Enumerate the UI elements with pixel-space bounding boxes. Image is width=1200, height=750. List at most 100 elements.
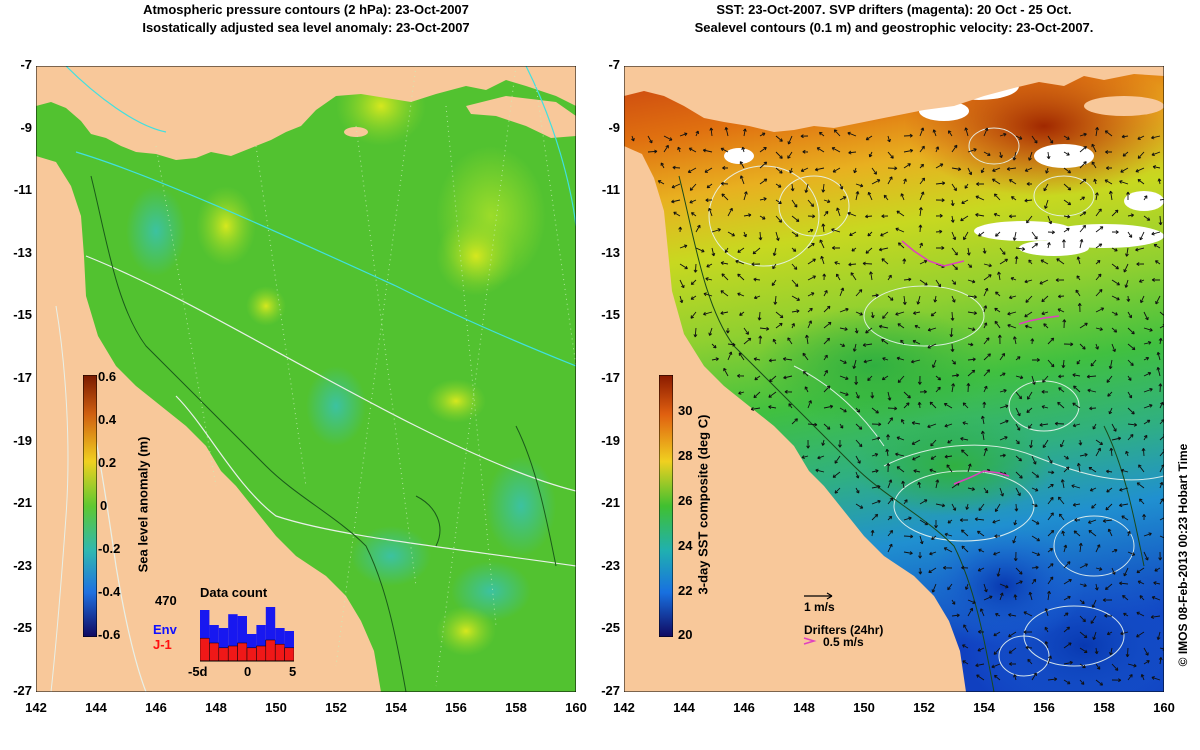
velocity-arrow	[727, 342, 736, 347]
velocity-arrow	[919, 279, 928, 286]
right-lon-tick: 158	[1093, 700, 1115, 715]
velocity-arrow	[855, 455, 861, 464]
velocity-arrow	[772, 338, 777, 345]
velocity-arrow	[871, 179, 881, 185]
velocity-arrow	[967, 342, 974, 347]
left-lon-tick: 144	[85, 700, 107, 715]
velocity-arrow	[999, 453, 1006, 458]
env-label: Env	[153, 622, 177, 637]
velocity-arrow	[1060, 479, 1065, 489]
velocity-arrow	[863, 359, 873, 364]
velocity-arrow	[839, 327, 848, 331]
velocity-arrow	[806, 439, 810, 449]
velocity-arrow	[903, 148, 914, 153]
velocity-arrow	[1087, 519, 1097, 524]
velocity-arrow	[1079, 161, 1087, 169]
velocity-arrow	[1013, 594, 1018, 601]
velocity-arrow	[720, 290, 729, 297]
velocity-arrow	[1032, 358, 1040, 362]
velocity-arrow	[807, 242, 815, 249]
velocity-arrow	[1006, 166, 1017, 171]
velocity-arrow	[870, 311, 875, 319]
velocity-arrow	[679, 263, 688, 270]
velocity-arrow	[855, 439, 863, 448]
velocity-arrow	[1111, 230, 1119, 234]
velocity-arrow	[950, 215, 955, 223]
velocity-arrow	[1126, 295, 1131, 302]
svp-drifter-tracks	[901, 240, 1060, 485]
velocity-arrow	[738, 352, 745, 361]
velocity-arrow	[821, 183, 826, 193]
velocity-arrow	[1047, 548, 1054, 553]
velocity-arrow	[1012, 151, 1017, 161]
velocity-arrow	[647, 149, 658, 154]
velocity-arrow	[851, 247, 857, 252]
velocity-arrow	[1059, 439, 1065, 448]
velocity-arrow	[999, 388, 1007, 393]
left-lat-tick: -13	[13, 245, 32, 260]
velocity-arrow	[951, 359, 956, 365]
velocity-arrow	[983, 487, 989, 494]
velocity-arrow	[1047, 359, 1055, 368]
velocity-arrow	[1127, 663, 1137, 668]
velocity-arrow	[1089, 406, 1097, 411]
velocity-arrow	[1031, 243, 1039, 249]
velocity-arrow	[961, 545, 969, 553]
velocity-arrow	[947, 519, 953, 524]
velocity-arrow	[929, 551, 937, 556]
velocity-arrow	[1127, 359, 1134, 367]
sla-cb-tick: 0.4	[98, 412, 117, 427]
velocity-arrow	[911, 421, 921, 425]
velocity-arrow	[1095, 243, 1103, 249]
velocity-arrow	[853, 167, 857, 174]
velocity-arrow	[720, 147, 729, 153]
velocity-arrow	[848, 150, 857, 155]
velocity-arrow	[1042, 375, 1049, 383]
velocity-arrow	[869, 271, 873, 281]
velocity-arrow	[759, 326, 770, 331]
velocity-arrow	[1143, 419, 1151, 425]
velocity-arrow	[871, 513, 879, 521]
velocity-arrow	[903, 551, 913, 555]
velocity-arrow	[983, 274, 992, 281]
velocity-arrow	[834, 455, 841, 464]
velocity-arrow	[1079, 615, 1086, 623]
velocity-arrow	[1047, 470, 1055, 475]
velocity-arrow	[693, 327, 698, 338]
velocity-arrow	[850, 272, 857, 281]
velocity-arrow	[703, 311, 713, 316]
velocity-arrow	[978, 503, 985, 512]
velocity-arrow	[1072, 402, 1081, 409]
velocity-arrow	[1074, 518, 1081, 522]
velocity-arrow	[903, 133, 913, 138]
velocity-arrow	[735, 259, 745, 265]
velocity-arrow	[711, 228, 721, 233]
velocity-arrow	[1143, 356, 1150, 361]
velocity-arrow	[693, 263, 698, 273]
velocity-arrow	[951, 613, 960, 618]
velocity-arrow	[1015, 471, 1023, 479]
velocity-arrow	[1072, 423, 1081, 428]
velocity-arrow	[839, 407, 847, 413]
velocity-arrow	[1031, 672, 1037, 681]
velocity-arrow	[1095, 273, 1102, 281]
velocity-arrow	[1119, 487, 1129, 492]
velocity-arrow	[1026, 407, 1033, 413]
velocity-arrow	[738, 391, 745, 395]
velocity-arrow	[1143, 311, 1149, 321]
velocity-arrow	[919, 519, 929, 526]
velocity-arrow	[903, 516, 912, 521]
right-lon-tick: 148	[793, 700, 815, 715]
velocity-arrow	[1063, 561, 1071, 569]
velocity-arrow	[768, 358, 777, 363]
velocity-arrow	[1024, 311, 1033, 318]
velocity-arrow	[1094, 583, 1099, 591]
velocity-arrow	[724, 247, 729, 253]
velocity-arrow	[999, 352, 1006, 361]
velocity-arrow	[978, 231, 985, 237]
velocity-arrow	[1079, 563, 1088, 569]
velocity-arrow	[1086, 374, 1097, 379]
velocity-arrow	[1109, 447, 1114, 457]
velocity-arrow	[865, 327, 873, 334]
velocity-scale-label: 1 m/s	[804, 600, 835, 614]
